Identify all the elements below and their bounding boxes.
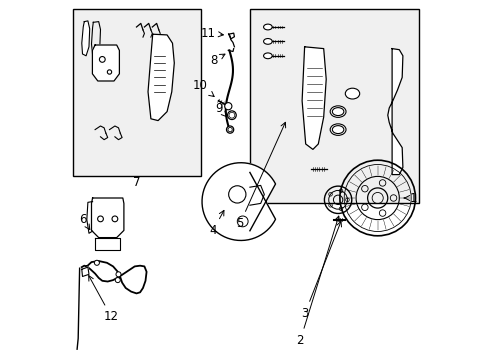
Text: 7: 7: [132, 176, 140, 189]
Text: 5: 5: [236, 122, 285, 230]
Text: 8: 8: [210, 54, 224, 67]
Circle shape: [226, 126, 233, 133]
Ellipse shape: [263, 39, 272, 44]
Polygon shape: [81, 267, 89, 276]
Ellipse shape: [345, 88, 359, 99]
Ellipse shape: [263, 24, 272, 30]
Polygon shape: [387, 49, 402, 175]
Circle shape: [116, 272, 121, 277]
Circle shape: [94, 260, 99, 265]
Text: 4: 4: [209, 210, 224, 237]
Text: 9: 9: [214, 102, 226, 117]
Polygon shape: [95, 238, 120, 250]
Circle shape: [115, 278, 120, 283]
Ellipse shape: [329, 106, 346, 117]
Ellipse shape: [329, 124, 346, 135]
Polygon shape: [91, 198, 123, 238]
Text: 11: 11: [200, 27, 223, 40]
Polygon shape: [148, 34, 174, 121]
Text: 6: 6: [80, 213, 90, 230]
Ellipse shape: [263, 53, 272, 59]
Polygon shape: [202, 163, 275, 240]
Bar: [249, 9, 418, 203]
Polygon shape: [302, 47, 325, 149]
Circle shape: [224, 103, 231, 110]
Polygon shape: [81, 21, 89, 56]
Polygon shape: [92, 45, 119, 81]
Bar: [73, 9, 201, 176]
Text: 3: 3: [301, 221, 341, 320]
Text: 1: 1: [404, 192, 417, 204]
Text: 2: 2: [296, 216, 339, 347]
Text: 10: 10: [193, 79, 214, 96]
Text: 12: 12: [88, 275, 119, 323]
